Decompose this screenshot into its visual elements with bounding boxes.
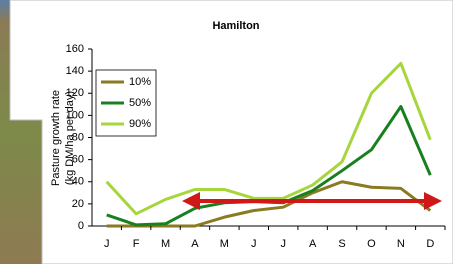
x-tick-label: A: [191, 238, 199, 250]
y-tick-label: 40: [72, 176, 84, 188]
chart: Hamilton Pasture growth rate (kg DM/ha p…: [0, 0, 453, 264]
x-tick-label: N: [397, 238, 405, 250]
x-tick-label: M: [220, 238, 229, 250]
y-tick-label: 80: [72, 131, 84, 143]
y-tick-label: 120: [66, 87, 84, 99]
x-tick-label: A: [309, 238, 317, 250]
y-tick-label: 160: [66, 43, 84, 55]
y-tick-label: 0: [78, 220, 84, 232]
x-tick-label: M: [161, 238, 170, 250]
y-tick-label: 100: [66, 109, 84, 121]
legend-label: 90%: [129, 118, 151, 130]
legend-label: 50%: [129, 97, 151, 109]
y-tick-label: 20: [72, 198, 84, 210]
x-tick-label: O: [367, 238, 376, 250]
x-tick-label: F: [133, 238, 140, 250]
x-tick-label: D: [426, 238, 434, 250]
y-axis-label: Pasture growth rate: [50, 90, 62, 186]
x-tick-label: S: [338, 238, 345, 250]
chart-title: Hamilton: [212, 20, 259, 32]
y-tick-label: 60: [72, 154, 84, 166]
x-tick-label: J: [104, 238, 110, 250]
y-tick-label: 140: [66, 65, 84, 77]
legend-label: 10%: [129, 76, 151, 88]
x-tick-label: J: [251, 238, 257, 250]
x-tick-label: J: [280, 238, 286, 250]
